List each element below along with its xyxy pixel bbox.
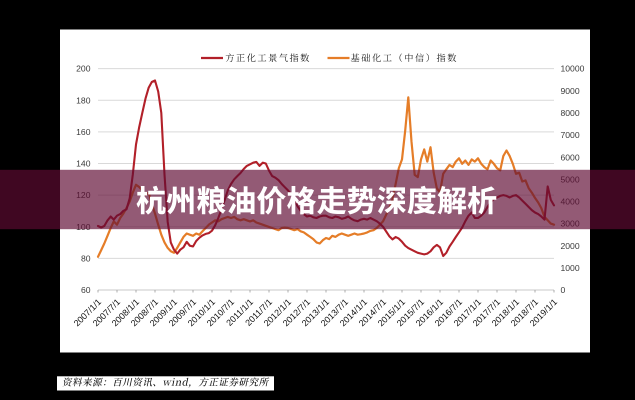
svg-text:60: 60 — [81, 285, 91, 295]
svg-text:0: 0 — [561, 285, 566, 295]
svg-text:10000: 10000 — [561, 64, 585, 74]
svg-text:7000: 7000 — [561, 130, 580, 140]
svg-text:2000: 2000 — [561, 241, 580, 251]
svg-text:1000: 1000 — [561, 263, 580, 273]
svg-text:200: 200 — [76, 64, 91, 74]
svg-text:9000: 9000 — [561, 86, 580, 96]
svg-text:180: 180 — [76, 95, 91, 105]
svg-text:160: 160 — [76, 127, 91, 137]
svg-text:140: 140 — [76, 159, 91, 169]
svg-text:6000: 6000 — [561, 152, 580, 162]
svg-text:80: 80 — [81, 254, 91, 264]
svg-text:8000: 8000 — [561, 108, 580, 118]
